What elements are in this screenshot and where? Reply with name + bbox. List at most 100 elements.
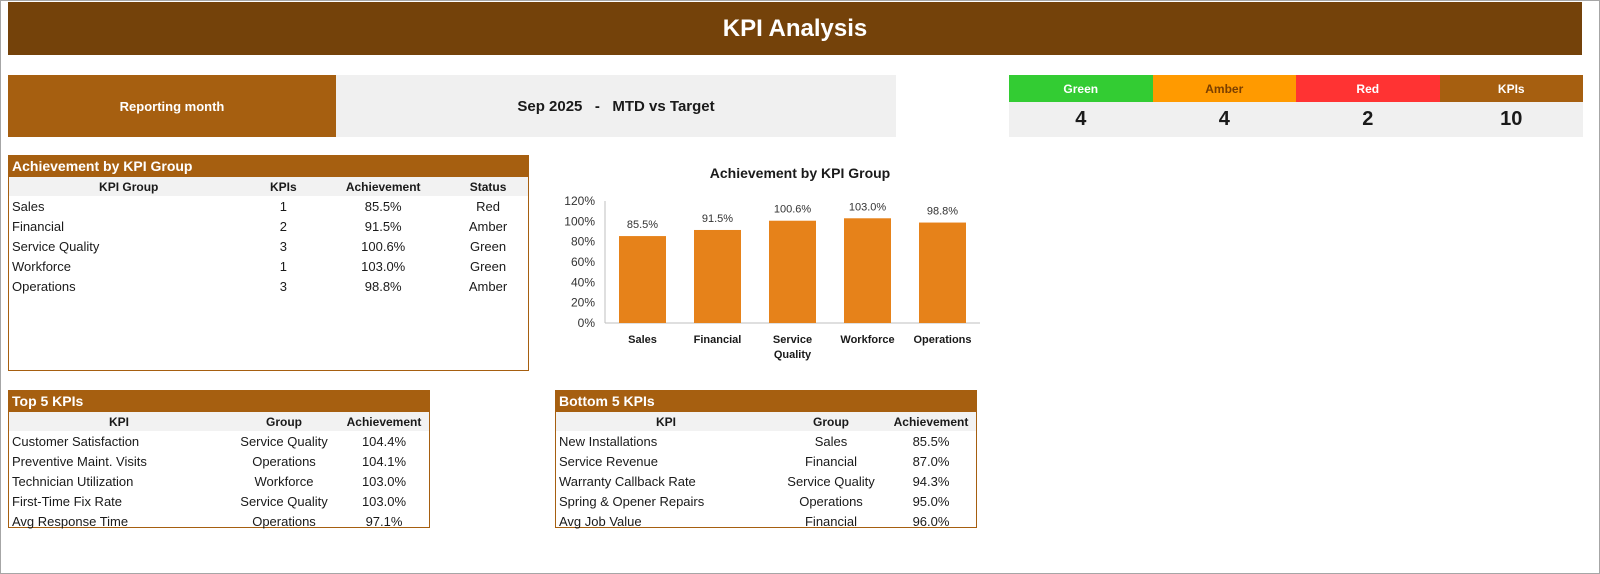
column-header: Achievement <box>886 412 976 431</box>
table-cell: 1 <box>279 198 287 214</box>
column-header: Group <box>229 412 339 431</box>
table-cell: Operations <box>252 453 316 469</box>
y-tick-label: 100% <box>564 214 595 228</box>
table-cell: Avg Job Value <box>559 513 642 529</box>
status-label-kpis: KPIs <box>1439 75 1583 102</box>
table-cell: Sales <box>814 433 848 449</box>
chart-title: Achievement by KPI Group <box>710 165 890 181</box>
status-label-amber: Amber <box>1152 75 1296 102</box>
table-cell: New Installations <box>559 433 658 449</box>
table-row: Spring & Opener Repairs Operations 95.0% <box>556 491 976 511</box>
table-cell: 98.8% <box>364 278 402 294</box>
table-cell: 96.0% <box>912 513 950 529</box>
table-row: Financial 2 91.5% Amber <box>9 216 528 236</box>
table-cell: 95.0% <box>912 493 950 509</box>
status-count-red: 2 <box>1362 108 1374 130</box>
table-cell: Service Quality <box>240 433 328 449</box>
x-tick-label: Operations <box>913 334 971 346</box>
bottom5-panel: Bottom 5 KPIs KPI Group Achievement New In… <box>555 390 977 531</box>
table-cell: 3 <box>279 278 287 294</box>
table-row: Preventive Maint. Visits Operations 104.1% <box>9 451 429 471</box>
table-cell: Operations <box>252 513 316 529</box>
data-label: 100.6% <box>774 204 812 216</box>
x-tick-label: Financial <box>694 334 742 346</box>
top5-panel: Top 5 KPIs KPI Group Achievement Customer … <box>8 390 430 531</box>
table-cell: Operations <box>12 278 76 294</box>
table-cell: Customer Satisfaction <box>12 433 140 449</box>
column-header: KPI <box>556 412 776 431</box>
status-count-amber: 4 <box>1218 108 1230 130</box>
y-tick-label: 80% <box>571 235 595 249</box>
table-row: Technician Utilization Workforce 103.0% <box>9 471 429 491</box>
table-row: Workforce 1 103.0% Green <box>9 256 528 276</box>
table-row: Avg Response Time Operations 97.1% <box>9 511 429 531</box>
table-cell: 85.5% <box>912 433 950 449</box>
achievement-chart: Achievement by KPI Group 0% 20% 40% 60% 80% 10… <box>555 158 1005 373</box>
table-cell: 85.5% <box>364 198 402 214</box>
table-cell: 103.0% <box>361 473 407 489</box>
table-row: New Installations Sales 85.5% <box>556 431 976 451</box>
table-cell: 3 <box>279 238 287 254</box>
table-cell: Service Quality <box>12 238 100 254</box>
top5-title: Top 5 KPIs <box>9 391 429 412</box>
bottom5-table: KPI Group Achievement New Installations Sal… <box>556 412 976 531</box>
group-table-panel: Achievement by KPI Group KPI Group KPIs Ac… <box>8 155 529 371</box>
table-row: Service Quality 3 100.6% Green <box>9 236 528 256</box>
achievement-bar-chart: Achievement by KPI Group 0% 20% 40% 60% 80% 10… <box>564 165 980 361</box>
status-label-red: Red <box>1296 75 1440 102</box>
table-cell: 103.0% <box>361 258 406 274</box>
status-count-green: 4 <box>1075 108 1087 130</box>
status-summary: Green Amber Red KPIs 4 4 2 10 <box>1009 75 1583 137</box>
column-header: Status <box>448 177 528 196</box>
table-cell: 103.0% <box>361 493 407 509</box>
column-header: KPI <box>9 412 229 431</box>
top5-table: KPI Group Achievement Customer Satisfactio… <box>9 412 429 531</box>
bar-service-quality <box>769 220 816 323</box>
table-cell: 1 <box>279 258 287 274</box>
page-title: KPI Analysis <box>8 2 1582 55</box>
data-label: 91.5% <box>702 213 733 225</box>
table-row: Sales 1 85.5% Red <box>9 196 528 216</box>
column-header: Achievement <box>339 412 429 431</box>
table-cell: Service Revenue <box>559 453 658 469</box>
bar-workforce <box>844 218 891 323</box>
table-cell: Sales <box>12 198 45 214</box>
table-row: Service Revenue Financial 87.0% <box>556 451 976 471</box>
x-tick-label: Workforce <box>840 334 894 346</box>
reporting-month-label: Reporting month <box>8 75 336 137</box>
table-cell: Preventive Maint. Visits <box>12 453 147 469</box>
column-header: KPIs <box>248 177 319 196</box>
table-cell: Service Quality <box>787 473 875 489</box>
bar-financial <box>694 229 741 323</box>
bar-sales <box>619 236 666 323</box>
table-cell: Service Quality <box>240 493 328 509</box>
table-cell: Technician Utilization <box>12 473 134 489</box>
data-label: 85.5% <box>627 219 658 231</box>
reporting-month-value[interactable]: Sep 2025 - MTD vs Target <box>336 75 896 137</box>
table-cell: 97.1% <box>365 513 403 529</box>
table-cell: 100.6% <box>361 238 406 254</box>
table-cell: Amber <box>468 218 508 234</box>
y-tick-label: 20% <box>571 296 595 310</box>
table-cell: Operations <box>799 493 863 509</box>
y-tick-label: 40% <box>571 275 595 289</box>
column-header: Achievement <box>318 177 449 196</box>
table-cell: Amber <box>468 278 508 294</box>
x-tick-label: Quality <box>774 349 812 361</box>
table-cell: Workforce <box>254 473 314 489</box>
table-cell: Warranty Callback Rate <box>559 473 696 489</box>
table-row: Customer Satisfaction Service Quality 104.… <box>9 431 429 451</box>
table-cell: 2 <box>279 218 287 234</box>
table-cell: 104.1% <box>361 453 407 469</box>
status-label-green: Green <box>1009 75 1153 102</box>
x-tick-label: Sales <box>628 334 657 346</box>
y-tick-label: 120% <box>564 194 595 208</box>
table-cell: Spring & Opener Repairs <box>559 493 705 509</box>
table-cell: Financial <box>12 218 65 234</box>
table-row: Warranty Callback Rate Service Quality 94.… <box>556 471 976 491</box>
status-count-kpis: 10 <box>1500 108 1523 130</box>
data-label: 98.8% <box>927 206 958 218</box>
table-row: First-Time Fix Rate Service Quality 103.0% <box>9 491 429 511</box>
table-cell: 104.4% <box>361 433 407 449</box>
table-cell: 94.3% <box>912 473 950 489</box>
